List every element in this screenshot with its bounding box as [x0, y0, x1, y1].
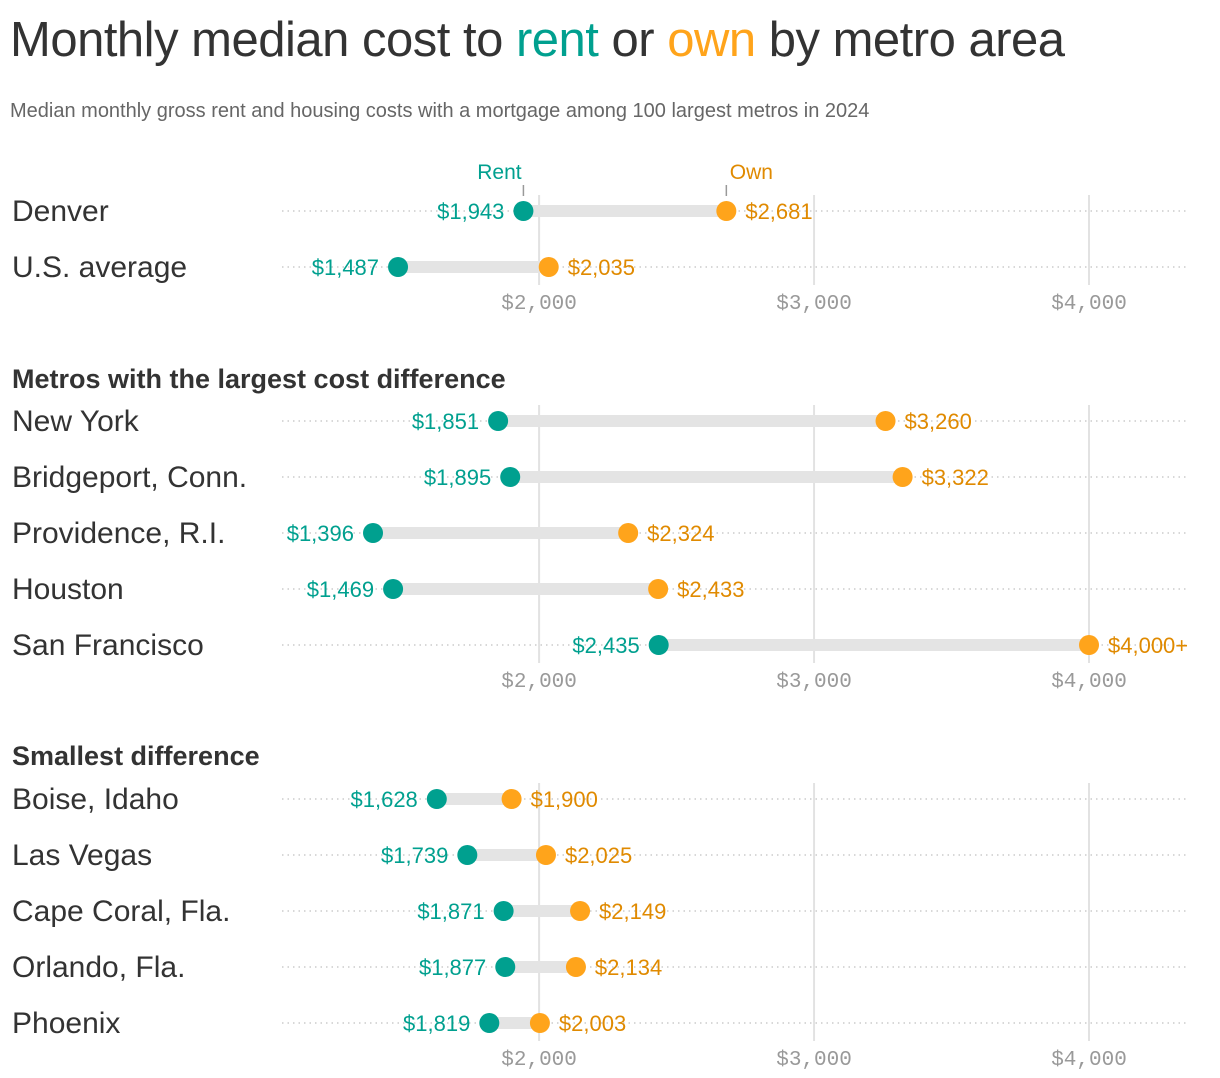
own-dot: [716, 201, 737, 221]
own-dot: [618, 523, 639, 543]
rent-dot: [493, 901, 514, 921]
x-tick-label: $2,000: [501, 671, 577, 694]
title-text: or: [598, 13, 668, 67]
row-label: Providence, R.I.: [12, 517, 225, 550]
x-tick-label: $2,000: [501, 293, 577, 316]
rent-dot: [500, 467, 521, 487]
own-value-label: $2,433: [677, 577, 744, 602]
rent-value-label: $1,628: [351, 787, 418, 812]
own-value-label: $4,000+: [1108, 633, 1188, 658]
own-dot: [538, 257, 559, 277]
rent-dot: [648, 635, 669, 655]
own-dot: [648, 579, 669, 599]
rent-dot: [426, 789, 447, 809]
title-rent-word: rent: [515, 13, 599, 67]
rent-dot: [488, 411, 509, 431]
title-own-word: own: [667, 13, 756, 67]
rent-dot: [388, 257, 409, 277]
own-value-label: $2,324: [647, 521, 714, 546]
rent-value-label: $1,877: [419, 955, 486, 980]
legend-rent: Rent: [477, 161, 522, 184]
row-label: San Francisco: [12, 629, 204, 662]
row-label: Boise, Idaho: [12, 783, 179, 816]
x-tick-label: $2,000: [501, 1049, 577, 1072]
rent-dot: [383, 579, 404, 599]
own-dot: [501, 789, 522, 809]
rent-value-label: $1,871: [417, 899, 484, 924]
row-label: Orlando, Fla.: [12, 951, 185, 984]
row-label: Las Vegas: [12, 839, 152, 872]
own-dot: [529, 1013, 550, 1033]
own-dot: [892, 467, 913, 487]
own-value-label: $3,322: [922, 465, 989, 490]
own-dot: [875, 411, 896, 431]
own-dot: [565, 957, 586, 977]
own-value-label: $1,900: [531, 787, 598, 812]
chart-title: Monthly median cost to rent or own by me…: [10, 12, 1065, 68]
own-value-label: $2,134: [595, 955, 662, 980]
x-tick-label: $3,000: [776, 671, 852, 694]
panel-heading: Metros with the largest cost difference: [12, 364, 506, 394]
x-tick-label: $4,000: [1051, 671, 1127, 694]
rent-dot: [363, 523, 384, 543]
x-tick-label: $4,000: [1051, 293, 1127, 316]
own-dot: [570, 901, 591, 921]
chart-subtitle: Median monthly gross rent and housing co…: [10, 100, 870, 122]
own-dot: [1079, 635, 1100, 655]
legend-own: Own: [730, 161, 773, 184]
row-label: Houston: [12, 573, 124, 606]
rent-value-label: $1,895: [424, 465, 491, 490]
own-value-label: $2,681: [745, 199, 812, 224]
own-value-label: $2,035: [568, 255, 635, 280]
rent-value-label: $1,819: [403, 1011, 470, 1036]
row-label: Phoenix: [12, 1007, 120, 1040]
rent-value-label: $1,469: [307, 577, 374, 602]
rent-value-label: $1,487: [312, 255, 379, 280]
own-dot: [535, 845, 556, 865]
x-tick-label: $4,000: [1051, 1049, 1127, 1072]
own-value-label: $2,025: [565, 843, 632, 868]
rent-value-label: $1,739: [381, 843, 448, 868]
x-tick-label: $3,000: [776, 1049, 852, 1072]
row-label: Cape Coral, Fla.: [12, 895, 230, 928]
panel-heading: Smallest difference: [12, 741, 260, 771]
rent-dot: [479, 1013, 500, 1033]
own-value-label: $3,260: [905, 409, 972, 434]
own-value-label: $2,003: [559, 1011, 626, 1036]
x-tick-label: $3,000: [776, 293, 852, 316]
title-text: by metro area: [755, 13, 1065, 67]
rent-dot: [457, 845, 478, 865]
title-text: Monthly median cost to: [10, 13, 516, 67]
row-label: U.S. average: [12, 251, 187, 284]
rent-dot: [495, 957, 516, 977]
own-value-label: $2,149: [599, 899, 666, 924]
rent-value-label: $1,943: [437, 199, 504, 224]
rent-dot: [513, 201, 534, 221]
rent-value-label: $2,435: [572, 633, 639, 658]
rent-value-label: $1,851: [412, 409, 479, 434]
row-label: Denver: [12, 195, 109, 228]
row-label: New York: [12, 405, 140, 438]
rent-value-label: $1,396: [287, 521, 354, 546]
row-label: Bridgeport, Conn.: [12, 461, 247, 494]
